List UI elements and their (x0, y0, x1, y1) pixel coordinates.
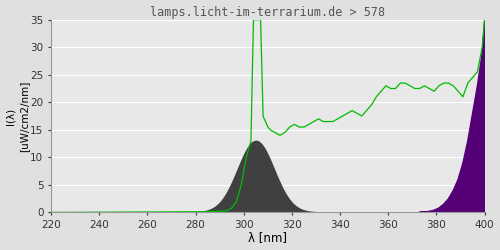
Title: lamps.licht-im-terrarium.de > 578: lamps.licht-im-terrarium.de > 578 (150, 6, 386, 18)
Y-axis label: I(λ)
[uW/cm2/nm]: I(λ) [uW/cm2/nm] (6, 80, 29, 152)
X-axis label: λ [nm]: λ [nm] (248, 232, 288, 244)
Polygon shape (420, 20, 484, 212)
